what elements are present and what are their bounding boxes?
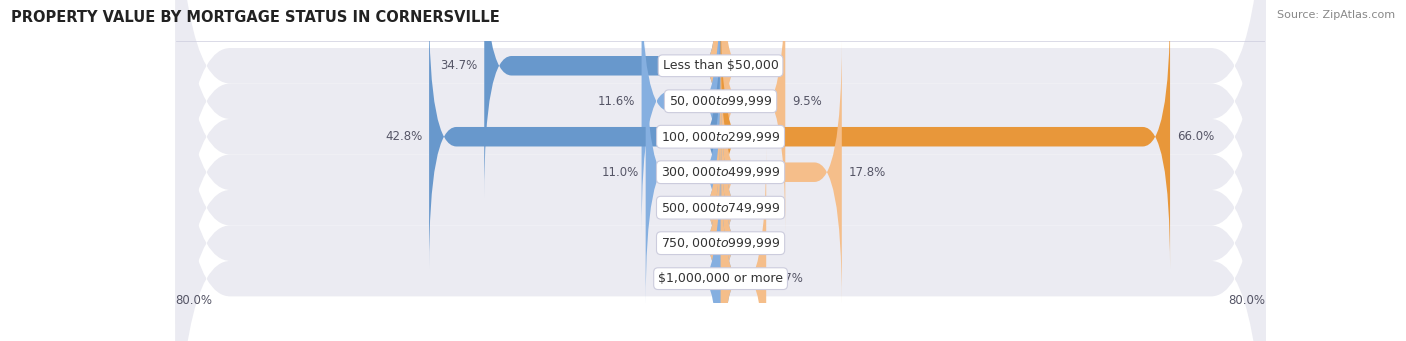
Text: 9.5%: 9.5% (792, 95, 823, 108)
Text: $750,000 to $999,999: $750,000 to $999,999 (661, 236, 780, 250)
Text: 0.0%: 0.0% (685, 237, 714, 250)
Text: Less than $50,000: Less than $50,000 (662, 59, 779, 72)
FancyBboxPatch shape (429, 4, 721, 269)
FancyBboxPatch shape (176, 0, 1265, 341)
FancyBboxPatch shape (693, 111, 748, 341)
FancyBboxPatch shape (721, 4, 1170, 269)
Text: 0.0%: 0.0% (727, 237, 756, 250)
FancyBboxPatch shape (721, 0, 786, 233)
Text: $1,000,000 or more: $1,000,000 or more (658, 272, 783, 285)
FancyBboxPatch shape (484, 0, 721, 198)
FancyBboxPatch shape (693, 111, 748, 341)
Text: 11.0%: 11.0% (602, 166, 638, 179)
FancyBboxPatch shape (176, 0, 1265, 341)
FancyBboxPatch shape (721, 147, 766, 341)
FancyBboxPatch shape (176, 13, 1265, 341)
Text: PROPERTY VALUE BY MORTGAGE STATUS IN CORNERSVILLE: PROPERTY VALUE BY MORTGAGE STATUS IN COR… (11, 10, 501, 25)
FancyBboxPatch shape (693, 147, 748, 341)
FancyBboxPatch shape (176, 0, 1265, 341)
Text: $50,000 to $99,999: $50,000 to $99,999 (669, 94, 772, 108)
FancyBboxPatch shape (693, 0, 748, 198)
Text: 66.0%: 66.0% (1177, 130, 1215, 143)
FancyBboxPatch shape (693, 75, 748, 340)
Text: 80.0%: 80.0% (1229, 294, 1265, 307)
Text: 0.0%: 0.0% (685, 272, 714, 285)
Text: 34.7%: 34.7% (440, 59, 478, 72)
FancyBboxPatch shape (645, 40, 721, 305)
FancyBboxPatch shape (176, 0, 1265, 341)
Text: 0.0%: 0.0% (727, 59, 756, 72)
FancyBboxPatch shape (641, 0, 721, 233)
Text: 11.6%: 11.6% (598, 95, 634, 108)
Text: 0.0%: 0.0% (727, 201, 756, 214)
Text: 80.0%: 80.0% (176, 294, 212, 307)
Text: $500,000 to $749,999: $500,000 to $749,999 (661, 201, 780, 215)
FancyBboxPatch shape (721, 40, 842, 305)
Text: $300,000 to $499,999: $300,000 to $499,999 (661, 165, 780, 179)
Text: 42.8%: 42.8% (385, 130, 422, 143)
Text: $100,000 to $299,999: $100,000 to $299,999 (661, 130, 780, 144)
Text: 6.7%: 6.7% (773, 272, 803, 285)
FancyBboxPatch shape (176, 0, 1265, 341)
FancyBboxPatch shape (176, 0, 1265, 332)
FancyBboxPatch shape (693, 75, 748, 340)
Text: 17.8%: 17.8% (849, 166, 886, 179)
Text: Source: ZipAtlas.com: Source: ZipAtlas.com (1277, 10, 1395, 20)
Text: 0.0%: 0.0% (685, 201, 714, 214)
